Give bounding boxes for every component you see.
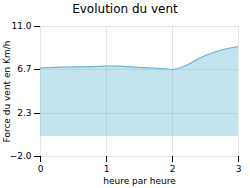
svg-text:2.3: 2.3 [17, 108, 31, 118]
svg-text:3: 3 [236, 164, 242, 174]
svg-text:Force du vent en Km/h: Force du vent en Km/h [2, 41, 12, 143]
svg-text:2: 2 [170, 164, 176, 174]
svg-text:11.0: 11.0 [11, 21, 31, 31]
svg-text:1: 1 [104, 164, 110, 174]
svg-text:0: 0 [38, 164, 44, 174]
html-text:Evolution du vent: Evolution du vent [72, 2, 178, 16]
svg-text:heure par heure: heure par heure [103, 176, 176, 186]
svg-text:−2.0: −2.0 [10, 151, 32, 161]
svg-text:6.7: 6.7 [17, 64, 31, 74]
